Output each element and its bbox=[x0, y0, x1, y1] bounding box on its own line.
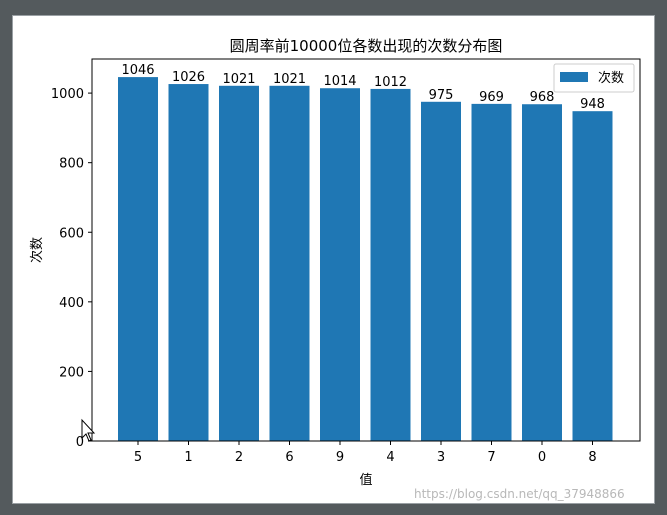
x-tick-label: 5 bbox=[134, 450, 142, 465]
legend-box bbox=[553, 63, 635, 93]
bar-value-label: 969 bbox=[479, 90, 504, 105]
x-tick-label: 6 bbox=[285, 450, 293, 465]
x-tick-label: 9 bbox=[336, 450, 344, 465]
x-tick-label: 3 bbox=[437, 450, 445, 465]
bar-value-label: 1021 bbox=[222, 72, 255, 87]
bar-value-label: 968 bbox=[530, 90, 555, 105]
x-axis-label: 值 bbox=[359, 472, 372, 488]
bar-8 bbox=[572, 111, 613, 441]
bar-4 bbox=[370, 88, 411, 441]
bar-value-label: 1046 bbox=[121, 63, 154, 78]
y-tick-label: 1000 bbox=[51, 87, 84, 102]
x-axis-ticks: 5 1 2 6 9 4 3 7 0 8 bbox=[134, 441, 597, 465]
bar-value-label: 1014 bbox=[323, 74, 356, 89]
bar-5 bbox=[118, 77, 158, 442]
watermark-text: https://blog.csdn.net/qq_37948866 bbox=[414, 487, 625, 501]
data-labels-layer: 1046 1026 1021 1021 1014 1012 975 969 968 948 bbox=[121, 63, 604, 112]
x-tick-label: 7 bbox=[487, 450, 495, 465]
plot-frame bbox=[91, 58, 641, 442]
bar-value-label: 1012 bbox=[374, 75, 407, 90]
y-tick-label: 800 bbox=[59, 157, 84, 172]
bar-value-label: 1026 bbox=[172, 70, 205, 85]
y-tick-label: 200 bbox=[59, 365, 84, 380]
bar-6 bbox=[269, 85, 310, 442]
bar-3 bbox=[421, 101, 461, 441]
bar-value-label: 948 bbox=[580, 97, 605, 112]
x-tick-label: 1 bbox=[184, 450, 192, 465]
legend: 次数 bbox=[553, 63, 635, 93]
bar-0 bbox=[522, 104, 562, 441]
y-axis-ticks: 0 200 400 600 800 1000 bbox=[51, 87, 92, 450]
bar-1 bbox=[168, 84, 209, 441]
bar-2 bbox=[219, 85, 259, 442]
x-tick-label: 0 bbox=[538, 450, 546, 465]
bar-9 bbox=[320, 88, 360, 441]
y-tick-label: 400 bbox=[59, 296, 84, 311]
y-tick-label: 0 bbox=[76, 435, 84, 450]
bar-7 bbox=[471, 103, 512, 441]
x-tick-label: 4 bbox=[386, 450, 394, 465]
bars-layer bbox=[118, 77, 613, 442]
x-tick-label: 2 bbox=[235, 450, 243, 465]
mouse-cursor-icon bbox=[81, 418, 96, 442]
legend-label: 次数 bbox=[598, 70, 624, 86]
y-tick-label: 600 bbox=[59, 226, 84, 241]
y-axis-label: 次数 bbox=[29, 237, 45, 263]
bar-value-label: 975 bbox=[429, 88, 454, 103]
bar-value-label: 1021 bbox=[273, 72, 306, 87]
legend-swatch bbox=[560, 72, 588, 82]
chart-title: 圆周率前10000位各数出现的次数分布图 bbox=[230, 37, 503, 55]
x-tick-label: 8 bbox=[588, 450, 596, 465]
